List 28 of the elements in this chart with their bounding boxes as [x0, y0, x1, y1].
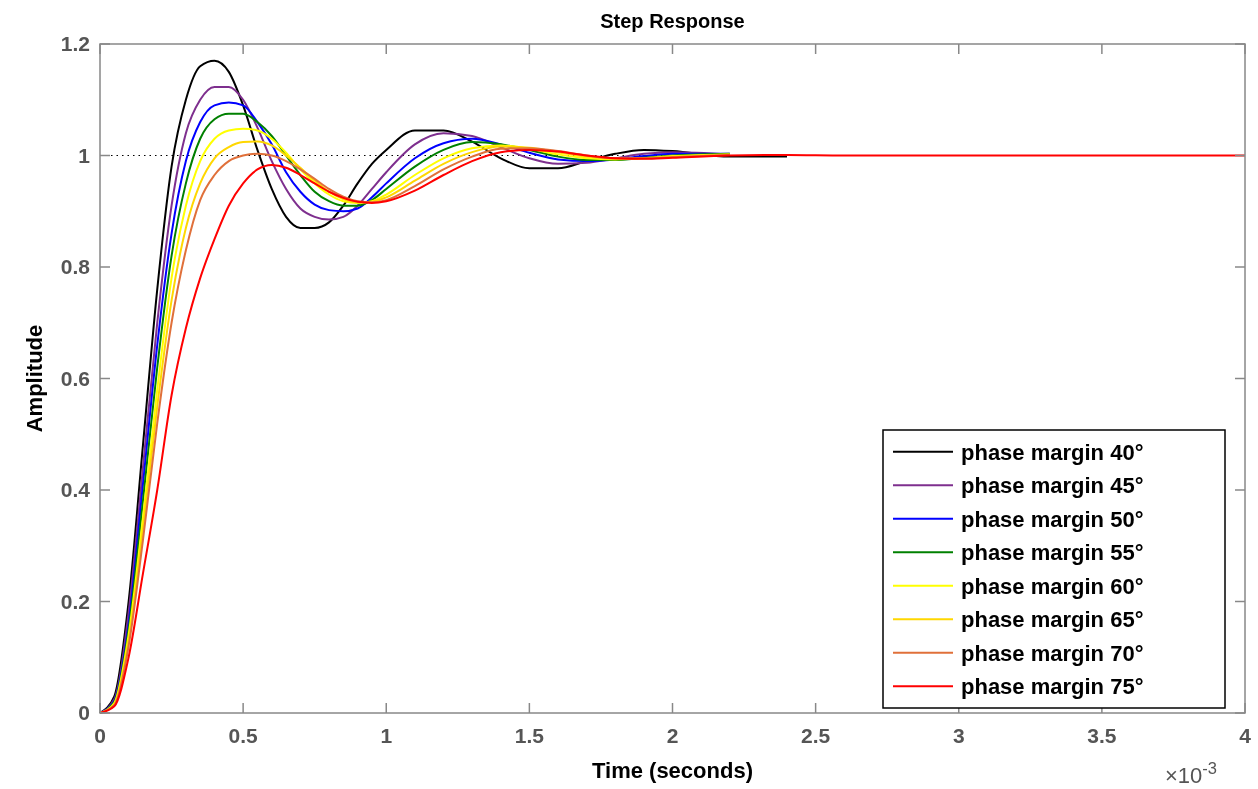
chart-title: Step Response: [600, 10, 745, 32]
legend-label: phase margin 75°: [961, 674, 1144, 700]
legend-label: phase margin 70°: [961, 640, 1144, 666]
x-tick-label: 0.5: [228, 724, 259, 747]
x-tick-label: 1: [380, 724, 393, 747]
x-tick-label: 2.5: [801, 724, 831, 747]
legend-label: phase margin 50°: [961, 506, 1144, 532]
y-tick-label: 0.6: [60, 366, 90, 390]
y-tick-label: 0.2: [60, 589, 90, 613]
legend-label: phase margin 40°: [961, 439, 1144, 465]
x-tick-label: 2: [666, 724, 679, 747]
x-tick-label: 3.5: [1087, 724, 1117, 747]
x-tick-label: 0: [94, 724, 106, 747]
x-tick-label: 4: [1239, 724, 1252, 747]
y-tick-label: 0: [78, 701, 90, 724]
x-axis-title: Time (seconds): [592, 758, 753, 783]
text: ×10$^{-3}$: [1165, 759, 1217, 788]
x-tick-label: 3: [952, 724, 965, 747]
x-tick-label: 1.5: [514, 724, 545, 747]
legend-label: phase margin 60°: [961, 573, 1144, 599]
y-tick-label: 1.2: [60, 32, 90, 55]
legend-label: phase margin 45°: [961, 473, 1144, 499]
y-tick-label: 0.4: [60, 478, 91, 501]
legend-label: phase margin 55°: [961, 540, 1144, 566]
y-tick-label: 0.8: [60, 255, 91, 278]
legend-label: phase margin 65°: [961, 607, 1144, 633]
y-axis-title: Amplitude: [22, 324, 47, 433]
y-tick-label: 1: [78, 143, 91, 167]
